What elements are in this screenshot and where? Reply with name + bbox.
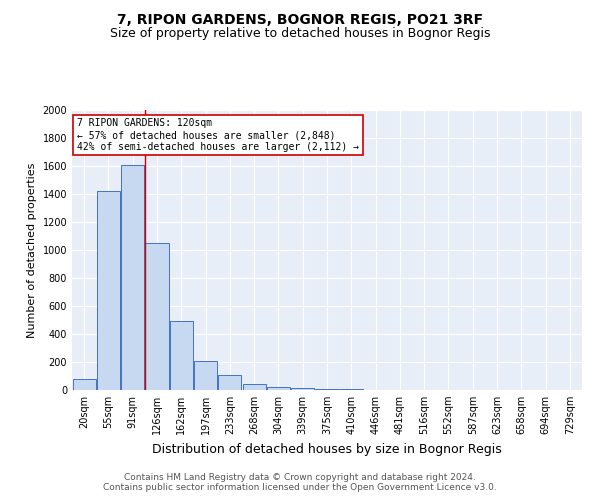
Bar (242, 384, 266, 390)
Bar (121, 164, 144, 390)
Bar (267, 386, 290, 390)
Bar (145, 243, 169, 390)
Text: Size of property relative to detached houses in Bognor Regis: Size of property relative to detached ho… (110, 28, 490, 40)
Bar (194, 362, 217, 390)
Bar (170, 322, 193, 390)
Text: 7, RIPON GARDENS, BOGNOR REGIS, PO21 3RF: 7, RIPON GARDENS, BOGNOR REGIS, PO21 3RF (117, 12, 483, 26)
Bar (218, 376, 241, 390)
Bar (340, 388, 363, 390)
Bar (316, 388, 338, 390)
Text: Contains HM Land Registry data © Crown copyright and database right 2024.
Contai: Contains HM Land Registry data © Crown c… (103, 473, 497, 492)
Bar (291, 388, 314, 390)
Text: 7 RIPON GARDENS: 120sqm
← 57% of detached houses are smaller (2,848)
42% of semi: 7 RIPON GARDENS: 120sqm ← 57% of detache… (77, 118, 359, 152)
Bar (73, 379, 95, 390)
Y-axis label: Number of detached properties: Number of detached properties (27, 162, 37, 338)
Bar (97, 191, 120, 390)
X-axis label: Distribution of detached houses by size in Bognor Regis: Distribution of detached houses by size … (152, 442, 502, 456)
